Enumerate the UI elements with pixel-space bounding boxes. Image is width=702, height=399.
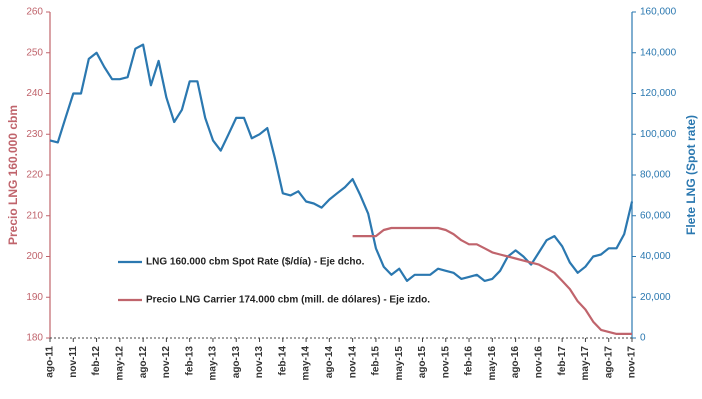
y-tick-label: 220 (26, 170, 43, 181)
y-tick-label: 230 (26, 129, 43, 140)
y2-tick-label: 160,000 (640, 7, 677, 18)
y-tick-label: 240 (26, 88, 43, 99)
y2-tick-label: 20,000 (640, 292, 671, 303)
x-tick-label: feb-12 (91, 346, 102, 376)
y2-axis-label: Flete LNG (Spot rate) (684, 115, 698, 235)
x-tick-label: may-13 (208, 346, 219, 381)
x-tick-label: nov-13 (254, 346, 265, 379)
y2-tick-label: 100,000 (640, 129, 677, 140)
x-tick-label: ago-15 (417, 346, 428, 379)
x-tick-label: ago-17 (603, 346, 614, 379)
y2-tick-label: 120,000 (640, 88, 677, 99)
y-tick-label: 250 (26, 47, 43, 58)
legend-label: LNG 160.000 cbm Spot Rate ($/día) - Eje … (146, 257, 365, 268)
x-tick-label: nov-11 (68, 346, 79, 378)
legend-label: Precio LNG Carrier 174.000 cbm (mill. de… (146, 295, 430, 306)
x-tick-label: ago-16 (510, 346, 521, 379)
y2-tick-label: 60,000 (640, 210, 671, 221)
y2-tick-label: 0 (640, 333, 646, 344)
y2-tick-label: 80,000 (640, 170, 671, 181)
x-tick-label: feb-17 (557, 346, 568, 376)
x-tick-label: feb-16 (464, 346, 475, 376)
x-tick-label: ago-11 (45, 346, 56, 378)
x-tick-label: may-17 (580, 346, 591, 381)
x-tick-label: feb-14 (277, 346, 288, 376)
x-tick-label: ago-13 (231, 346, 242, 379)
y-tick-label: 260 (26, 7, 43, 18)
x-tick-label: feb-13 (184, 346, 195, 376)
y2-tick-label: 140,000 (640, 47, 677, 58)
x-tick-label: may-12 (114, 346, 125, 381)
y-tick-label: 190 (26, 292, 43, 303)
x-tick-label: ago-12 (138, 346, 149, 379)
series-line (352, 226, 632, 335)
x-tick-label: may-16 (487, 346, 498, 381)
series-line (49, 43, 634, 282)
x-tick-label: nov-12 (161, 346, 172, 379)
x-tick-label: nov-14 (347, 346, 358, 379)
x-tick-label: ago-14 (324, 346, 335, 379)
x-tick-label: nov-16 (534, 346, 545, 379)
x-tick-label: feb-15 (371, 346, 382, 376)
x-tick-label: may-14 (301, 346, 312, 381)
x-tick-label: nov-15 (440, 346, 451, 379)
x-tick-label: nov-17 (627, 346, 638, 379)
y-tick-label: 180 (26, 333, 43, 344)
y-tick-label: 210 (26, 210, 43, 221)
y2-tick-label: 40,000 (640, 251, 671, 262)
y-tick-label: 200 (26, 251, 43, 262)
y-axis-label: Precio LNG 160.000 cbm (6, 105, 20, 245)
x-tick-label: may-15 (394, 346, 405, 381)
